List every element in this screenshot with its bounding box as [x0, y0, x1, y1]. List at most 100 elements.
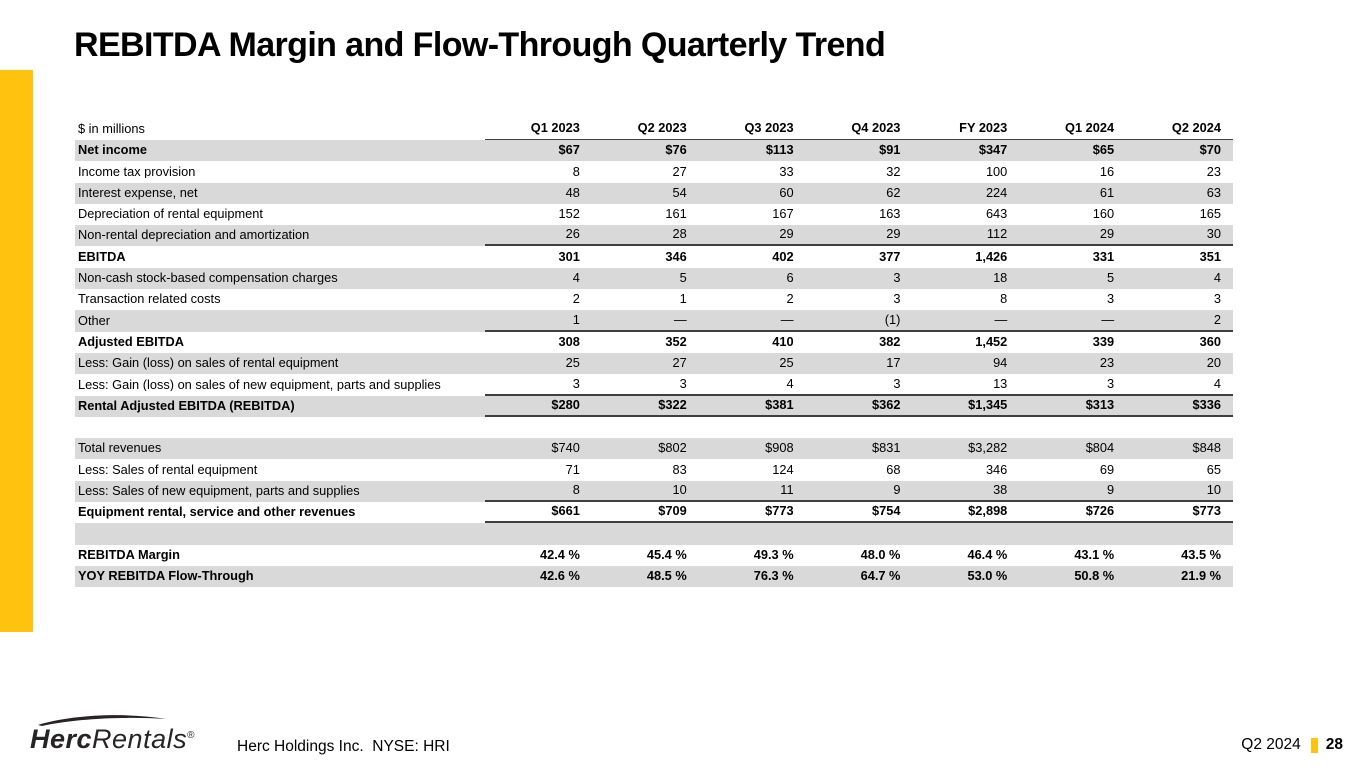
value-cell: $70 — [1199, 142, 1222, 158]
herc-rentals-logo: HercRentals® — [30, 714, 200, 755]
value-cell: 48.5 % — [646, 568, 687, 584]
value-cell: — — [1101, 311, 1115, 327]
value-cell: 3 — [1107, 375, 1115, 391]
row-values: 42.6 % 48.5 % 76.3 % 64.7 % 53.0 % 50.8 % 21.9… — [485, 566, 1233, 587]
value-cell: 63 — [1206, 184, 1222, 200]
value-cell: $831 — [871, 440, 901, 456]
logo-text-light: Rentals — [92, 724, 188, 754]
row-label: Non-rental depreciation and amortization — [78, 229, 310, 243]
value-cell: 308 — [558, 333, 580, 349]
value-cell: $67 — [558, 142, 580, 158]
row-label: Non-cash stock-based compensation charge… — [78, 272, 338, 285]
row-values: 301 346 402 377 1,426 331 351 — [485, 246, 1233, 267]
table-row: Net income $67 $76 $113 $91 $347 $65 $70 — [75, 140, 1233, 162]
value-cell: 25 — [779, 355, 794, 371]
value-cell: 23 — [1206, 163, 1222, 179]
row-values: $280 $322 $381 $362 $1,345 $313 $336 — [485, 396, 1233, 417]
value-cell: 27 — [672, 163, 687, 179]
logo-swoosh-icon — [38, 715, 166, 726]
value-cell: $848 — [1192, 440, 1222, 456]
value-cell: 32 — [886, 163, 901, 179]
value-cell: 43.1 % — [1074, 546, 1115, 562]
value-cell: 9 — [1107, 482, 1115, 497]
value-cell: 4 — [1213, 270, 1222, 286]
row-values: 308 352 410 382 1,452 339 360 — [485, 332, 1233, 353]
row-label: Other — [78, 314, 111, 328]
column-header: Q1 2024 — [1065, 120, 1115, 136]
left-accent-bar — [0, 70, 33, 632]
page-title: REBITDA Margin and Flow-Through Quarterl… — [74, 26, 886, 64]
value-cell: 1 — [572, 311, 580, 327]
value-cell: 1,426 — [975, 248, 1008, 264]
value-cell: 48.0 % — [860, 546, 901, 562]
value-cell: 20 — [1206, 355, 1222, 371]
value-cell: 64.7 % — [860, 568, 901, 584]
value-cell: 45.4 % — [646, 546, 687, 562]
row-values: 42.4 % 45.4 % 49.3 % 48.0 % 46.4 % 43.1 % 43.5… — [485, 545, 1233, 566]
value-cell: $773 — [765, 503, 794, 519]
value-cell: 410 — [772, 333, 794, 349]
row-values: 71 83 124 68 346 69 65 — [485, 459, 1233, 480]
row-values: $661 $709 $773 $754 $2,898 $726 $773 — [485, 502, 1233, 524]
value-cell: $65 — [1092, 142, 1115, 158]
column-header: Q3 2023 — [744, 120, 794, 136]
value-cell: 29 — [779, 226, 794, 242]
value-cell: 61 — [1099, 184, 1115, 200]
row-label: Income tax provision — [78, 165, 196, 179]
table-row: Depreciation of rental equipment 152 161 16… — [75, 204, 1233, 225]
value-cell: 346 — [985, 461, 1008, 477]
value-cell: $362 — [871, 396, 901, 412]
value-cell: $381 — [765, 396, 794, 412]
value-cell: 167 — [772, 206, 794, 222]
value-cell: 165 — [1199, 206, 1222, 222]
table-row: YOY REBITDA Flow-Through 42.6 % 48.5 % 76.3… — [75, 565, 1233, 588]
value-cell: 8 — [572, 163, 580, 179]
row-label: Depreciation of rental equipment — [78, 208, 263, 221]
page-number: 28 — [1325, 736, 1343, 753]
value-cell: $726 — [1085, 503, 1115, 519]
value-cell: 60 — [779, 184, 794, 200]
value-cell: — — [994, 311, 1008, 327]
value-cell: $773 — [1192, 503, 1222, 519]
value-cell: 224 — [985, 184, 1008, 200]
value-cell: 3 — [679, 375, 687, 391]
table-row: Equipment rental, service and other reve… — [75, 502, 1233, 524]
value-cell: — — [780, 311, 794, 327]
value-cell: 29 — [1099, 226, 1115, 242]
table-row: REBITDA Margin 42.4 % 45.4 % 49.3 % 48.0 % 46… — [75, 545, 1233, 566]
value-cell: 65 — [1206, 461, 1222, 477]
value-cell: 331 — [1092, 248, 1115, 264]
value-cell: $322 — [658, 396, 687, 412]
value-cell: 152 — [558, 206, 580, 222]
column-header: FY 2023 — [959, 120, 1008, 136]
value-cell: 54 — [672, 184, 687, 200]
value-cell: 4 — [572, 270, 580, 286]
value-cell: $1,345 — [968, 396, 1008, 412]
value-cell: $804 — [1085, 440, 1115, 456]
value-cell: 643 — [985, 206, 1008, 222]
logo-text-bold: Herc — [30, 724, 93, 754]
value-cell: 3 — [893, 291, 901, 307]
value-cell: 30 — [1206, 226, 1222, 242]
value-cell: 3 — [572, 375, 580, 391]
logo-text: HercRentals® — [30, 724, 200, 755]
value-cell: 43.5 % — [1181, 546, 1222, 562]
table-header-row: $ in millions Q1 2023 Q2 2023 Q3 2023 Q4 20… — [75, 118, 1233, 140]
value-cell: 100 — [985, 163, 1008, 179]
value-cell: 6 — [786, 270, 794, 286]
row-values: 4 5 6 3 18 5 4 — [485, 268, 1233, 289]
row-values: 26 28 29 29 112 29 30 — [485, 225, 1233, 247]
value-cell: 377 — [879, 248, 901, 264]
value-cell: 352 — [665, 333, 687, 349]
row-label: YOY REBITDA Flow-Through — [78, 570, 254, 583]
value-cell: 33 — [779, 163, 794, 179]
row-values: $740 $802 $908 $831 $3,282 $804 $848 — [485, 438, 1233, 459]
value-cell: $908 — [765, 440, 794, 456]
logo-registered-mark: ® — [187, 730, 195, 741]
financial-table-body: Net income $67 $76 $113 $91 $347 $65 $70 Income … — [75, 140, 1233, 588]
value-cell: 76.3 % — [753, 568, 794, 584]
footer-right: Q2 2024 28 — [1241, 736, 1343, 754]
value-cell: 23 — [1099, 355, 1115, 371]
row-values: 2 1 2 3 8 3 3 — [485, 289, 1233, 310]
